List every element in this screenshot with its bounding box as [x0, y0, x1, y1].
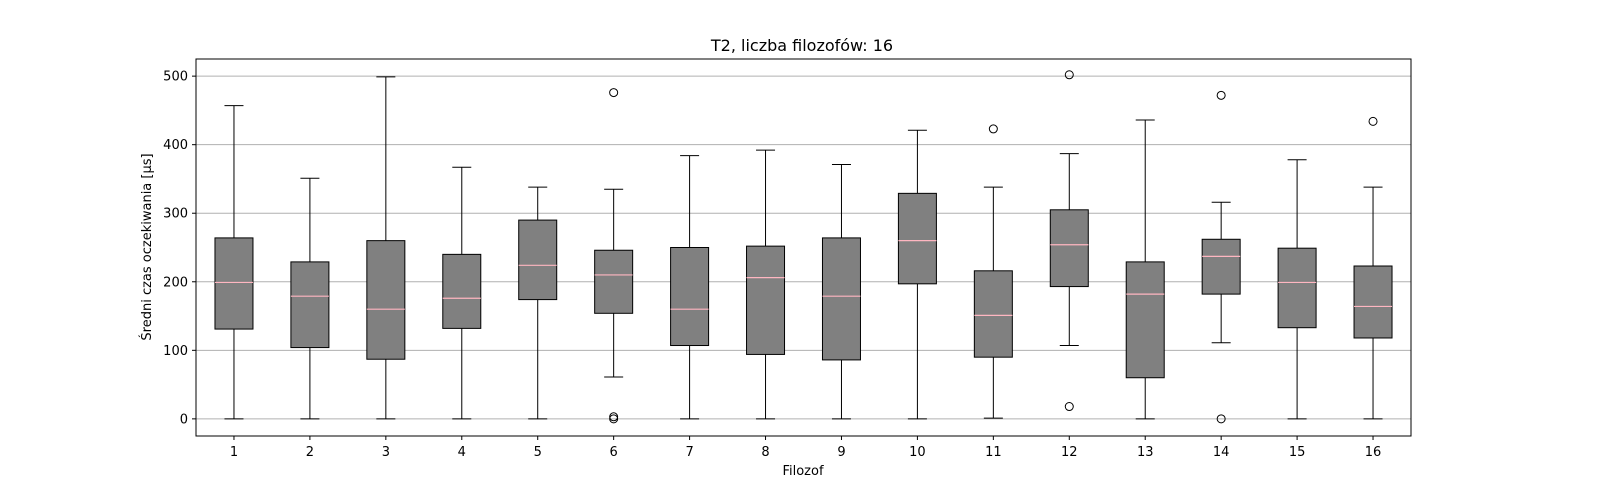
outlier-point: [609, 412, 619, 422]
box-iqr: [1201, 238, 1241, 295]
box-iqr: [214, 237, 254, 330]
box-iqr: [897, 192, 937, 285]
box-8: [746, 149, 786, 420]
y-tick-label: 200: [163, 275, 188, 290]
box-iqr: [1049, 209, 1089, 288]
box-11: [973, 124, 1013, 419]
box-5: [518, 186, 558, 420]
x-tick-label: 3: [382, 445, 390, 460]
box-9: [821, 164, 861, 420]
box-7: [670, 155, 710, 420]
y-tick-label: 400: [163, 138, 188, 153]
x-tick-label: 16: [1365, 445, 1382, 460]
x-tick-label: 14: [1213, 445, 1230, 460]
x-tick-label: 9: [837, 445, 845, 460]
box-1: [214, 105, 254, 420]
outlier-point: [1216, 90, 1226, 100]
x-tick-label: 4: [458, 445, 466, 460]
box-15: [1277, 159, 1317, 420]
x-tick-label: 12: [1061, 445, 1078, 460]
outlier-point: [1368, 116, 1378, 126]
box-iqr: [1353, 265, 1393, 339]
box-iqr: [746, 245, 786, 355]
chart-title: T2, liczba filozofów: 16: [710, 36, 893, 55]
box-14: [1201, 90, 1241, 424]
x-axis-ticks: 1 2 3 4 5 6 7 8 9 10 11 12 13 14 15 16: [230, 436, 1381, 460]
boxes: [214, 70, 1393, 424]
y-tick-label: 300: [163, 207, 188, 222]
box-iqr: [973, 270, 1013, 358]
outlier-point: [988, 124, 998, 134]
x-tick-label: 10: [909, 445, 926, 460]
box-iqr: [1125, 261, 1165, 379]
box-13: [1125, 119, 1165, 420]
box-6: [594, 88, 634, 424]
y-axis-label: Średni czas oczekiwania [µs]: [139, 153, 155, 340]
box-iqr: [518, 219, 558, 301]
outlier-point: [1064, 402, 1074, 412]
box-3: [366, 76, 406, 420]
y-axis-ticks: 0 100 200 300 400 500: [163, 70, 196, 427]
y-tick-label: 100: [163, 344, 188, 359]
box-iqr: [594, 249, 634, 314]
y-tick-label: 0: [180, 412, 188, 427]
box-iqr: [442, 253, 482, 329]
box-10: [897, 129, 937, 420]
x-tick-label: 1: [230, 445, 238, 460]
outlier-point: [609, 414, 619, 424]
box-2: [290, 177, 330, 420]
box-4: [442, 166, 482, 420]
x-tick-label: 7: [685, 445, 693, 460]
outlier-point: [609, 88, 619, 98]
box-iqr: [366, 240, 406, 360]
x-tick-label: 6: [610, 445, 618, 460]
box-iqr: [821, 237, 861, 361]
outlier-point: [1216, 414, 1226, 424]
y-tick-label: 500: [163, 70, 188, 85]
x-tick-label: 13: [1137, 445, 1154, 460]
box-16: [1353, 116, 1393, 420]
x-axis-label: Filozof: [782, 464, 823, 479]
outlier-point: [1064, 70, 1074, 80]
box-12: [1049, 70, 1089, 412]
x-tick-label: 2: [306, 445, 314, 460]
x-tick-label: 5: [534, 445, 542, 460]
x-tick-label: 8: [761, 445, 769, 460]
box-iqr: [290, 261, 330, 349]
box-iqr: [1277, 247, 1317, 329]
x-tick-label: 11: [985, 445, 1002, 460]
x-tick-label: 15: [1289, 445, 1306, 460]
box-iqr: [670, 247, 710, 347]
plot-area-frame: [195, 58, 1412, 437]
